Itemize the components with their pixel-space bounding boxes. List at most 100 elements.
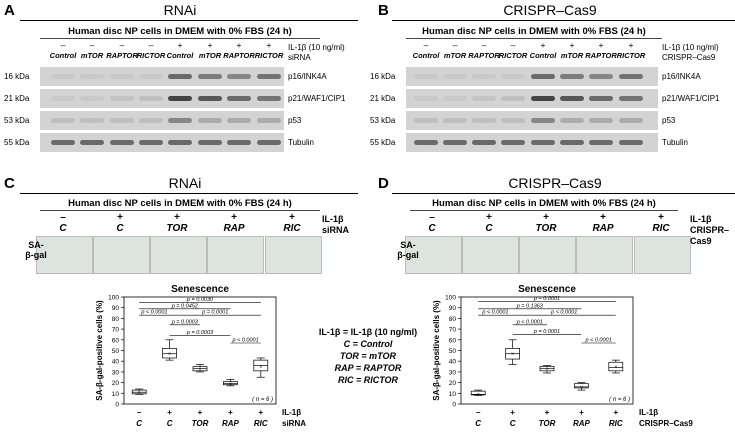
- blot-band: [139, 140, 163, 145]
- p-value-label: p = 0.0001: [533, 296, 560, 302]
- boxplot-crispr: Senescence 0 10 20 30 40 50 60 70 80 90 100 SA-β-gal…: [432, 284, 693, 428]
- panel-title-d: CRISPR–Cas9: [508, 175, 602, 191]
- x-row-label: CRISPR–Cas9: [639, 419, 693, 428]
- x-sign: +: [510, 408, 515, 417]
- kda-label: 55 kDa: [4, 138, 30, 147]
- p-value-label: p = 0.0003: [171, 319, 199, 325]
- il1b-sign: +: [289, 212, 295, 223]
- condition-label: RAPTOR: [106, 51, 138, 60]
- divider: [40, 38, 320, 39]
- il1b-sign: +: [231, 212, 237, 223]
- panel-title-c: RNAi: [168, 175, 202, 191]
- blot-band: [619, 140, 643, 145]
- il1b-sign: +: [598, 40, 604, 50]
- y-tick-label: 40: [449, 359, 457, 366]
- blot-band: [257, 96, 281, 101]
- divider: [392, 20, 735, 21]
- il1b-sign: +: [266, 40, 272, 50]
- blot-band: [589, 140, 613, 145]
- blot-band: [80, 96, 104, 101]
- abbreviation-legend: IL-1β = IL-1β (10 ng/ml) C = Control TOR…: [312, 326, 424, 386]
- western-blot: [406, 133, 658, 152]
- header-c: Human disc NP cells in DMEM with 0% FBS …: [68, 198, 292, 209]
- blot-band: [110, 96, 134, 101]
- condition-label: RIC: [652, 223, 670, 234]
- condition-label: Control: [529, 51, 557, 60]
- il1b-sign: –: [481, 40, 487, 50]
- sagal-micrograph: [633, 236, 691, 274]
- condition-label: RAP: [592, 223, 614, 234]
- il1b-row-label: IL-1β (10 ng/ml): [288, 43, 345, 52]
- il1b-sign: –: [60, 40, 66, 50]
- mean-marker: ×: [614, 365, 617, 371]
- chart-title: Senescence: [518, 284, 576, 295]
- blot-band: [110, 74, 134, 79]
- mean-marker: ×: [511, 352, 514, 358]
- sagal-micrograph: [404, 236, 462, 274]
- p-value-label: p = 0.1363: [516, 303, 544, 309]
- mean-marker: ×: [546, 367, 549, 373]
- x-category: TOR: [539, 419, 556, 428]
- p-value-label: p < 0.0001: [516, 319, 543, 325]
- blot-band: [560, 74, 584, 79]
- p-value-label: p = 0.0452: [171, 303, 198, 309]
- western-blot: [40, 67, 284, 86]
- il1b-sign: +: [543, 212, 549, 223]
- box-group: ×: [574, 382, 589, 391]
- protein-label: Tubulin: [662, 138, 688, 147]
- x-category: RAP: [573, 419, 591, 428]
- sagal-row-label-line: SA-: [400, 240, 416, 250]
- panel-letter-b: B: [378, 2, 389, 19]
- mean-marker: ×: [168, 352, 171, 358]
- x-sign: +: [228, 408, 233, 417]
- p-value-label: p = 0.0003: [186, 330, 214, 336]
- condition-label: TOR: [535, 223, 557, 234]
- blot-band: [531, 118, 555, 123]
- il1b-sign: +: [207, 40, 213, 50]
- kda-label: 55 kDa: [370, 138, 396, 147]
- box-group: ×: [505, 339, 520, 365]
- blot-band: [80, 118, 104, 123]
- blot-band: [560, 140, 584, 145]
- legend-line: IL-1β = IL-1β (10 ng/ml): [318, 327, 418, 337]
- y-tick-label: 100: [445, 295, 456, 302]
- kda-label: 53 kDa: [370, 116, 396, 125]
- x-row-label: IL-1β: [282, 408, 301, 417]
- blot-band: [414, 74, 438, 79]
- blot-band: [139, 96, 163, 101]
- blot-band: [198, 118, 222, 123]
- condition-label: C: [428, 223, 436, 234]
- header-a: Human disc NP cells in DMEM with 0% FBS …: [68, 26, 292, 37]
- il1b-label-c: IL-1β: [322, 214, 344, 224]
- y-tick-label: 80: [449, 316, 457, 323]
- protein-label: p16/INK4A: [288, 72, 327, 81]
- condition-label: RICTOR: [498, 51, 528, 60]
- x-sign: –: [476, 408, 481, 417]
- western-blot: [40, 133, 284, 152]
- protein-label: p21/WAF1/CIP1: [288, 94, 346, 103]
- y-tick-label: 0: [115, 402, 119, 409]
- blot-band: [198, 96, 222, 101]
- blot-band: [443, 74, 467, 79]
- blot-band: [198, 74, 222, 79]
- il1b-sign: –: [510, 40, 516, 50]
- y-axis-label: SA-β-gal-positive cells (%): [432, 300, 441, 401]
- divider: [20, 193, 358, 194]
- panel-title-a: RNAi: [163, 2, 197, 18]
- blot-band: [531, 140, 555, 145]
- x-category: RAP: [222, 419, 240, 428]
- blot-band: [443, 118, 467, 123]
- n-label: ( n = 6 ): [609, 397, 630, 403]
- x-category: RIC: [609, 419, 623, 428]
- blot-band: [501, 140, 525, 145]
- sirna-label-c: siRNA: [322, 225, 350, 235]
- il1b-sign: –: [452, 40, 458, 50]
- legend-line: TOR = mTOR: [340, 351, 396, 361]
- x-sign: –: [137, 408, 142, 417]
- blot-band: [531, 96, 555, 101]
- header-d: Human disc NP cells in DMEM with 0% FBS …: [432, 198, 656, 209]
- blot-band: [414, 118, 438, 123]
- blot-band: [227, 140, 251, 145]
- box: [608, 361, 624, 372]
- x-sign: +: [613, 408, 618, 417]
